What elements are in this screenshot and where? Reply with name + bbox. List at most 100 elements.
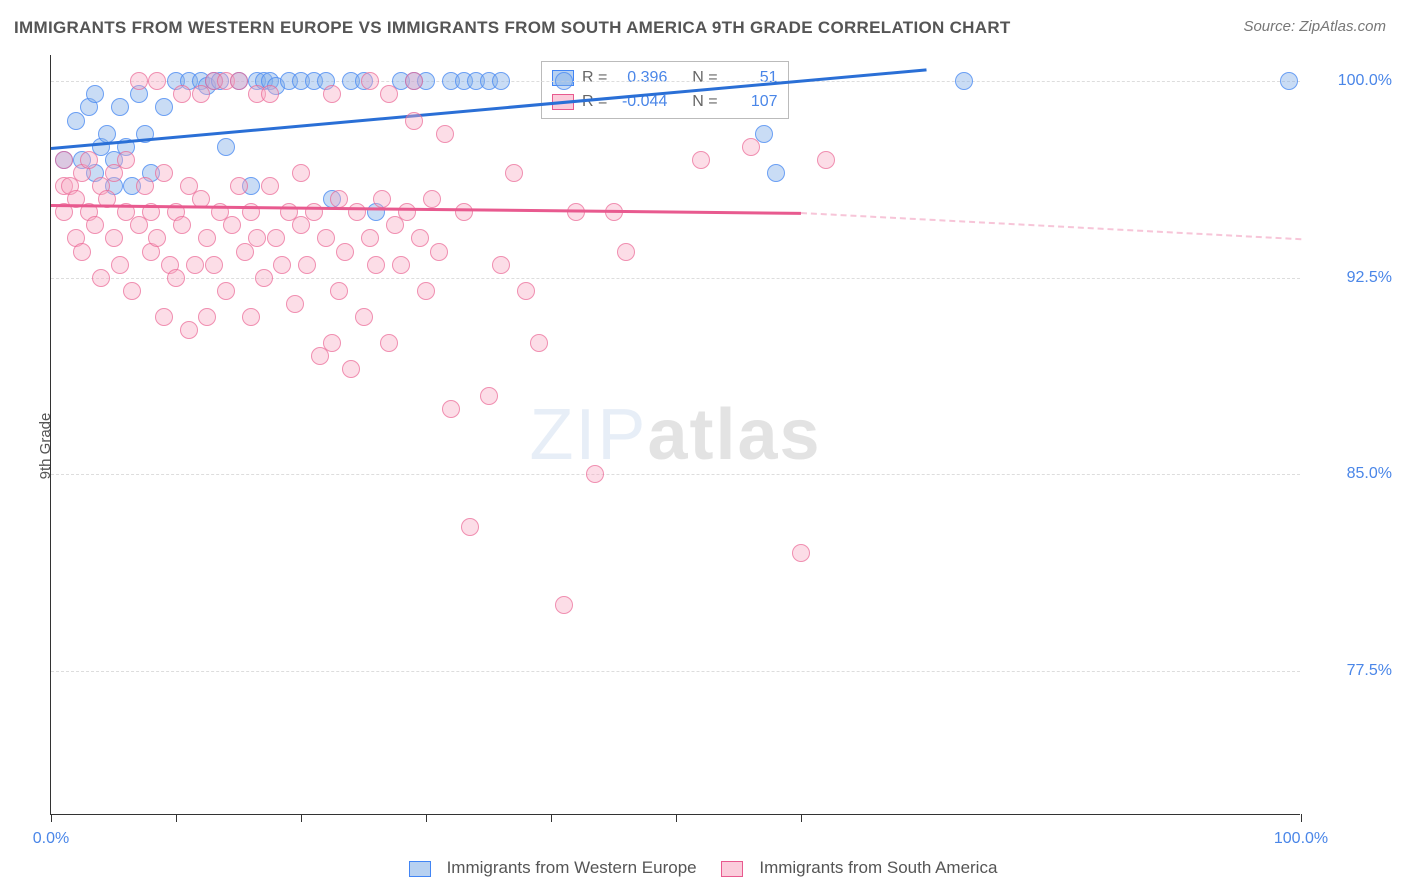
data-point	[336, 243, 354, 261]
data-point	[105, 229, 123, 247]
data-point	[273, 256, 291, 274]
data-point	[742, 138, 760, 156]
data-point	[361, 72, 379, 90]
data-point	[330, 282, 348, 300]
data-point	[230, 72, 248, 90]
legend-label-pink: Immigrants from South America	[759, 858, 997, 877]
x-tick-label: 0.0%	[33, 830, 69, 848]
data-point	[792, 544, 810, 562]
data-point	[555, 72, 573, 90]
data-point	[373, 190, 391, 208]
data-point	[186, 256, 204, 274]
data-point	[517, 282, 535, 300]
data-point	[98, 125, 116, 143]
data-point	[167, 269, 185, 287]
data-point	[423, 190, 441, 208]
correlation-legend: R = 0.396 N = 51 R = -0.044 N = 107	[541, 61, 789, 119]
data-point	[117, 151, 135, 169]
x-tick	[551, 814, 552, 822]
data-point	[111, 98, 129, 116]
gridline	[51, 278, 1300, 279]
chart-title: IMMIGRANTS FROM WESTERN EUROPE VS IMMIGR…	[14, 18, 1011, 38]
data-point	[130, 72, 148, 90]
data-point	[411, 229, 429, 247]
data-point	[205, 256, 223, 274]
x-tick	[676, 814, 677, 822]
data-point	[342, 360, 360, 378]
x-tick-label: 100.0%	[1274, 830, 1328, 848]
data-point	[148, 72, 166, 90]
data-point	[223, 216, 241, 234]
data-point	[367, 256, 385, 274]
data-point	[817, 151, 835, 169]
y-tick-label: 77.5%	[1312, 662, 1392, 680]
x-tick	[801, 814, 802, 822]
data-point	[492, 256, 510, 274]
x-tick	[1301, 814, 1302, 822]
data-point	[73, 243, 91, 261]
data-point	[92, 269, 110, 287]
data-point	[198, 229, 216, 247]
data-point	[80, 151, 98, 169]
data-point	[180, 321, 198, 339]
data-point	[136, 177, 154, 195]
data-point	[586, 465, 604, 483]
data-point	[255, 269, 273, 287]
data-point	[405, 72, 423, 90]
x-tick	[176, 814, 177, 822]
data-point	[955, 72, 973, 90]
data-point	[405, 112, 423, 130]
data-point	[692, 151, 710, 169]
trend-line-dashed	[801, 212, 1301, 240]
data-point	[348, 203, 366, 221]
data-point	[505, 164, 523, 182]
data-point	[530, 334, 548, 352]
scatter-chart: ZIPatlas R = 0.396 N = 51 R = -0.044 N =…	[50, 55, 1300, 815]
data-point	[248, 229, 266, 247]
data-point	[330, 190, 348, 208]
data-point	[298, 256, 316, 274]
swatch-blue-bottom	[409, 861, 431, 877]
data-point	[323, 334, 341, 352]
data-point	[86, 85, 104, 103]
data-point	[155, 98, 173, 116]
legend-label-blue: Immigrants from Western Europe	[447, 858, 697, 877]
data-point	[317, 229, 335, 247]
data-point	[567, 203, 585, 221]
data-point	[86, 216, 104, 234]
watermark: ZIPatlas	[529, 394, 821, 476]
data-point	[617, 243, 635, 261]
data-point	[55, 151, 73, 169]
data-point	[148, 229, 166, 247]
data-point	[198, 308, 216, 326]
data-point	[230, 177, 248, 195]
r-value-blue: 0.396	[615, 69, 667, 87]
data-point	[155, 164, 173, 182]
data-point	[355, 308, 373, 326]
data-point	[461, 518, 479, 536]
source-label: Source: ZipAtlas.com	[1243, 18, 1386, 35]
y-tick-label: 85.0%	[1312, 465, 1392, 483]
data-point	[323, 85, 341, 103]
data-point	[111, 256, 129, 274]
swatch-pink-bottom	[721, 861, 743, 877]
data-point	[767, 164, 785, 182]
data-point	[380, 334, 398, 352]
data-point	[492, 72, 510, 90]
x-tick	[301, 814, 302, 822]
data-point	[261, 177, 279, 195]
data-point	[417, 282, 435, 300]
data-point	[1280, 72, 1298, 90]
x-tick	[51, 814, 52, 822]
data-point	[217, 282, 235, 300]
data-point	[286, 295, 304, 313]
bottom-legend: Immigrants from Western Europe Immigrant…	[0, 858, 1406, 878]
data-point	[361, 229, 379, 247]
data-point	[292, 164, 310, 182]
gridline	[51, 671, 1300, 672]
data-point	[398, 203, 416, 221]
x-tick	[426, 814, 427, 822]
data-point	[173, 85, 191, 103]
data-point	[380, 85, 398, 103]
data-point	[242, 308, 260, 326]
